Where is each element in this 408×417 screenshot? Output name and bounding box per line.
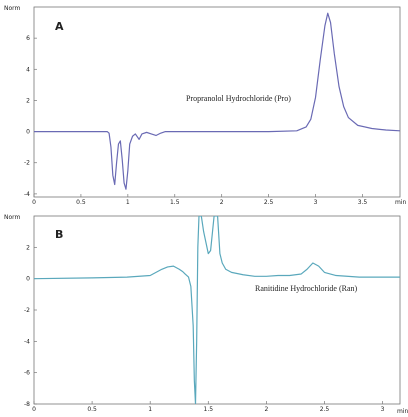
x-tick-label-a: 2.5 [264, 199, 274, 206]
x-tick-label-a: 0.5 [76, 199, 86, 206]
panel-label-b: B [55, 228, 63, 241]
x-tick-label-a: 1.5 [170, 199, 180, 206]
x-tick-label-b: 1.5 [204, 406, 214, 413]
chromatogram-trace-a [34, 12, 400, 190]
y-axis-label-b: Norm [4, 214, 21, 221]
x-axis-b: 0 0.5 1 1.5 2 2.5 3 [32, 401, 385, 413]
chromatogram-panel-a: -4 -2 0 2 4 6 0 0.5 1 1.5 2 2.5 3 3.5 Norm min A Pro… [4, 5, 407, 206]
peak-annotation-ran: Ranitidine Hydrochloride (Ran) [255, 284, 358, 293]
x-tick-label-b: 2 [264, 406, 268, 413]
y-tick-label-b: 0 [26, 276, 30, 283]
y-tick-label-a: 0 [26, 129, 30, 136]
y-axis-label-a: Norm [4, 5, 21, 12]
chromatogram-trace-b [34, 216, 400, 404]
y-tick-label-a: 4 [26, 66, 30, 73]
y-tick-label-a: -4 [24, 191, 30, 198]
x-axis-label-a: min [395, 199, 407, 206]
y-tick-label-a: 6 [26, 35, 30, 42]
y-axis-b: -8 -6 -4 -2 0 2 [24, 244, 37, 408]
x-tick-label-a: 3 [314, 199, 318, 206]
chromatogram-panel-b: -8 -6 -4 -2 0 2 0 0.5 1 1.5 2 2.5 3 Norm min B Rani… [4, 214, 408, 415]
peak-annotation-pro: Propranolol Hydrochloride (Pro) [186, 94, 291, 103]
x-tick-label-a: 1 [126, 199, 130, 206]
x-tick-label-b: 2.5 [320, 406, 330, 413]
x-tick-label-a: 0 [32, 199, 36, 206]
y-tick-label-a: 2 [26, 97, 30, 104]
y-tick-label-b: -6 [24, 370, 30, 377]
y-tick-label-b: -2 [24, 307, 30, 314]
y-tick-label-b: -8 [24, 401, 30, 408]
y-tick-label-b: 2 [26, 244, 30, 251]
x-tick-label-b: 1 [148, 406, 152, 413]
x-tick-label-a: 3.5 [358, 199, 368, 206]
x-tick-label-b: 0 [32, 406, 36, 413]
y-tick-label-a: -2 [24, 160, 30, 167]
x-tick-label-a: 2 [220, 199, 224, 206]
y-tick-label-b: -4 [24, 338, 30, 345]
x-axis-label-b: min [397, 408, 408, 415]
panel-label-a: A [55, 20, 64, 33]
x-axis-a: 0 0.5 1 1.5 2 2.5 3 3.5 [32, 194, 367, 206]
plot-frame-b [33, 215, 401, 405]
x-tick-label-b: 0.5 [87, 406, 97, 413]
plot-frame-a [33, 6, 401, 198]
x-tick-label-b: 3 [381, 406, 385, 413]
